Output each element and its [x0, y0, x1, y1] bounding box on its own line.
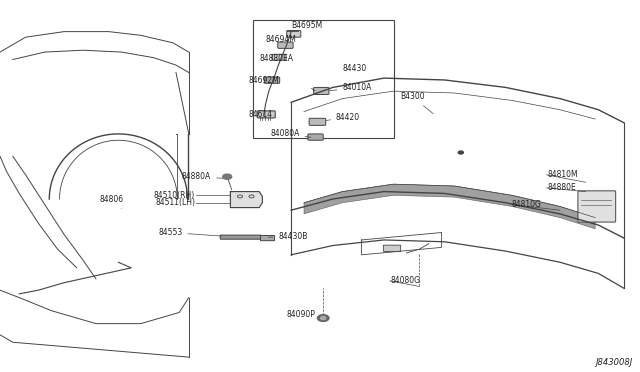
Text: 84694M: 84694M	[266, 35, 296, 44]
Text: 84553: 84553	[158, 228, 221, 237]
Text: 84430B: 84430B	[268, 232, 308, 241]
Text: 84080G: 84080G	[390, 276, 420, 285]
Text: 84614: 84614	[248, 110, 273, 119]
FancyBboxPatch shape	[260, 235, 275, 241]
FancyBboxPatch shape	[278, 42, 293, 48]
FancyBboxPatch shape	[272, 54, 286, 60]
FancyBboxPatch shape	[383, 245, 401, 251]
Text: 84090P: 84090P	[286, 310, 316, 319]
Text: 84511(LH): 84511(LH)	[155, 198, 195, 207]
Text: 84880E: 84880E	[547, 183, 576, 192]
Text: 84010A: 84010A	[329, 83, 372, 92]
Circle shape	[458, 151, 463, 154]
Circle shape	[321, 317, 326, 320]
Text: J843008J: J843008J	[595, 358, 632, 367]
Text: 84810G: 84810G	[512, 200, 542, 209]
Text: 84510(RH): 84510(RH)	[154, 191, 195, 200]
Text: 84430: 84430	[342, 64, 367, 73]
Text: 84080A: 84080A	[270, 129, 311, 138]
Text: 84806: 84806	[100, 195, 124, 208]
Polygon shape	[230, 192, 262, 208]
FancyBboxPatch shape	[257, 111, 275, 118]
FancyBboxPatch shape	[220, 235, 261, 239]
Text: 84880A: 84880A	[182, 172, 225, 181]
Circle shape	[317, 315, 329, 321]
Text: B4695M: B4695M	[291, 21, 323, 30]
Text: 84420: 84420	[326, 113, 360, 122]
Bar	[253, 20, 394, 138]
Text: B4300: B4300	[400, 92, 433, 113]
FancyBboxPatch shape	[264, 77, 280, 83]
Text: 84692M: 84692M	[248, 76, 279, 85]
FancyBboxPatch shape	[309, 118, 326, 125]
Text: 84880EA: 84880EA	[259, 54, 293, 63]
Polygon shape	[304, 184, 595, 229]
FancyBboxPatch shape	[287, 31, 301, 37]
Text: 84810M: 84810M	[547, 170, 578, 179]
Circle shape	[223, 174, 232, 179]
FancyBboxPatch shape	[314, 87, 329, 94]
FancyBboxPatch shape	[308, 134, 323, 140]
FancyBboxPatch shape	[578, 191, 616, 222]
